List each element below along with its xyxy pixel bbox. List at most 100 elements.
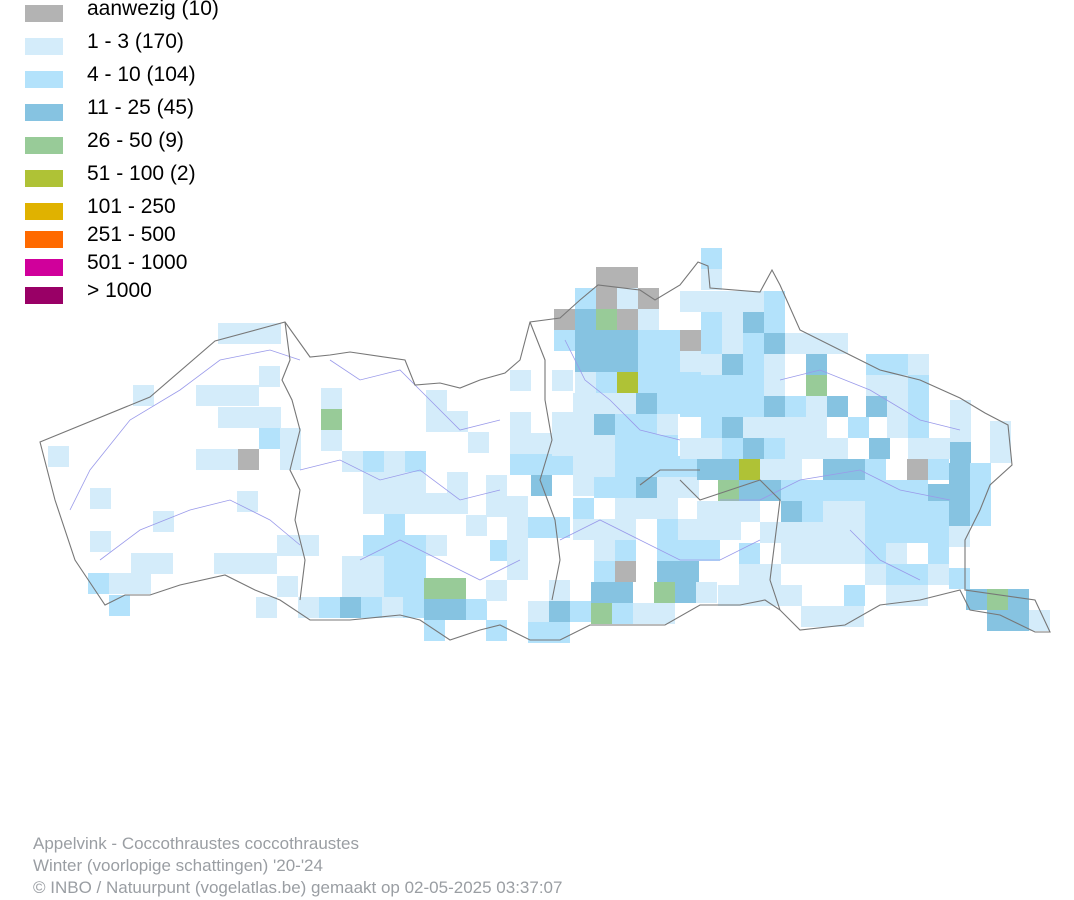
river (99, 499, 301, 561)
legend-swatch (25, 71, 63, 88)
grid-cell (802, 522, 823, 543)
legend-label: aanwezig (10) (87, 0, 219, 20)
grid-cell (739, 459, 760, 480)
grid-cell (636, 435, 657, 456)
grid-cell (657, 540, 678, 561)
grid-cell (785, 333, 806, 354)
river (720, 469, 951, 501)
grid-cell (659, 372, 680, 393)
grid-cell (722, 396, 743, 417)
grid-cell (823, 522, 844, 543)
legend-label: 4 - 10 (104) (87, 63, 196, 86)
legend-swatch (25, 5, 63, 22)
outer-border (39, 261, 1051, 641)
grid-cell (594, 540, 615, 561)
grid-cell (743, 417, 764, 438)
region-borders (39, 261, 1051, 641)
grid-cell (510, 370, 531, 391)
grid-cell (743, 354, 764, 375)
grid-cell (615, 498, 636, 519)
grid-cell (743, 333, 764, 354)
grid-cell (596, 288, 617, 309)
grid-cell (654, 603, 675, 624)
grid-cell (657, 435, 678, 456)
grid-cell (886, 501, 907, 522)
map-credits: Appelvink - Coccothraustes coccothrauste… (33, 833, 562, 899)
grid-cell (596, 351, 617, 372)
grid-cell (990, 442, 1011, 463)
grid-cell (528, 622, 549, 643)
legend-label: 26 - 50 (9) (87, 129, 184, 152)
grid-cell (196, 449, 217, 470)
grid-cell (739, 564, 760, 585)
grid-cell (887, 354, 908, 375)
province-border (529, 321, 561, 601)
grid-cell (657, 393, 678, 414)
grid-cell (675, 582, 696, 603)
grid-cell (806, 417, 827, 438)
grid-cell (785, 438, 806, 459)
grid-cell (1008, 589, 1029, 610)
grid-cell (638, 372, 659, 393)
grid-cell (615, 456, 636, 477)
grid-cell (908, 438, 929, 459)
grid-cell (806, 438, 827, 459)
grid-cell (90, 488, 111, 509)
grid-cell (468, 432, 489, 453)
grid-cell (699, 540, 720, 561)
grid-cell (865, 459, 886, 480)
grid-cell (617, 288, 638, 309)
grid-cell (886, 564, 907, 585)
grid-cell (238, 449, 259, 470)
legend-label: 501 - 1000 (87, 251, 188, 274)
grid-cell (701, 269, 722, 290)
grid-cell (760, 459, 781, 480)
grid-cell (659, 330, 680, 351)
grid-cell (720, 519, 741, 540)
grid-cell (701, 438, 722, 459)
grid-cell (887, 375, 908, 396)
grid-cell (591, 582, 612, 603)
grid-cell (722, 354, 743, 375)
grid-cell (743, 375, 764, 396)
grid-cell (806, 375, 827, 396)
grid-cell (615, 540, 636, 561)
grid-cell (552, 414, 573, 435)
grid-cell (486, 496, 507, 517)
grid-cell (259, 428, 280, 449)
grid-cell (908, 396, 929, 417)
grid-cell (657, 456, 678, 477)
legend-swatch (25, 287, 63, 304)
grid-cell (785, 396, 806, 417)
grid-cell (636, 414, 657, 435)
grid-cell (531, 433, 552, 454)
grid-cell (594, 435, 615, 456)
grid-cell (48, 446, 69, 467)
grid-cell (277, 576, 298, 597)
grid-cell (928, 564, 949, 585)
grid-cell (109, 573, 130, 594)
grid-cell (405, 493, 426, 514)
grid-cell (342, 451, 363, 472)
grid-cell (575, 351, 596, 372)
grid-cell (447, 493, 468, 514)
river (564, 339, 681, 441)
grid-cell (844, 459, 865, 480)
grid-cell (445, 599, 466, 620)
grid-cell (528, 601, 549, 622)
river (849, 529, 921, 581)
grid-cell (781, 522, 802, 543)
grid-cell (384, 576, 405, 597)
grid-cell (384, 451, 405, 472)
grid-cell (573, 414, 594, 435)
legend-swatch (25, 104, 63, 121)
grid-cell (699, 519, 720, 540)
grid-cell (573, 475, 594, 496)
grid-cell (405, 535, 426, 556)
grid-cell (907, 585, 928, 606)
grid-cell (596, 267, 617, 288)
legend-swatch (25, 137, 63, 154)
grid-cell (886, 522, 907, 543)
grid-cell (844, 543, 865, 564)
grid-cell (636, 456, 657, 477)
